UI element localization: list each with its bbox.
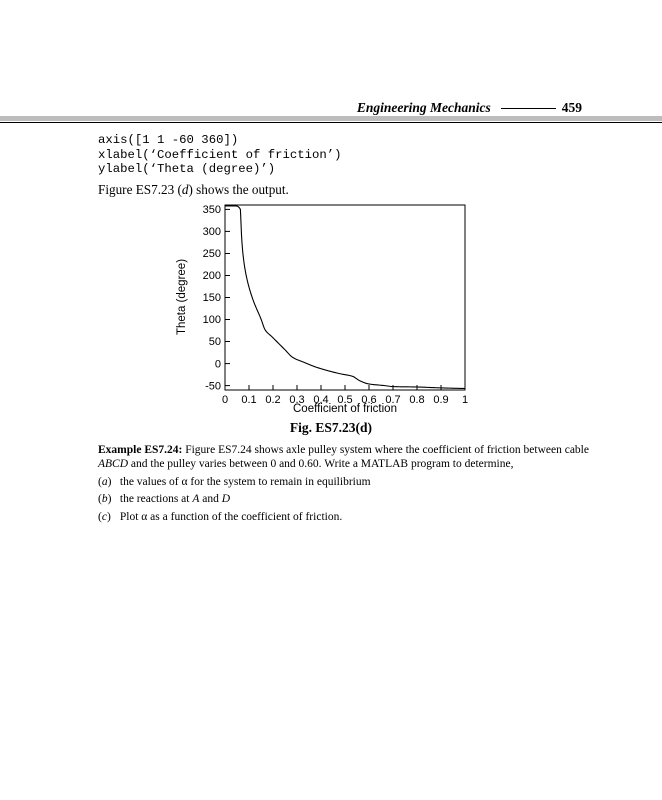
svg-text:200: 200	[203, 270, 221, 282]
svg-text:1: 1	[462, 394, 468, 406]
svg-text:150: 150	[203, 292, 221, 304]
svg-text:0.9: 0.9	[433, 394, 448, 406]
svg-text:Coefficient of friction: Coefficient of friction	[293, 403, 397, 415]
svg-text:300: 300	[203, 226, 221, 238]
svg-text:0.8: 0.8	[409, 394, 424, 406]
svg-text:Theta (degree): Theta (degree)	[176, 259, 188, 335]
svg-text:0: 0	[215, 359, 221, 371]
svg-text:100: 100	[203, 314, 221, 326]
svg-text:-50: -50	[205, 381, 221, 393]
svg-text:350: 350	[203, 204, 221, 216]
svg-text:50: 50	[209, 336, 221, 348]
svg-text:250: 250	[203, 248, 221, 260]
svg-text:0: 0	[222, 394, 228, 406]
svg-text:0.1: 0.1	[241, 394, 256, 406]
svg-text:0.2: 0.2	[265, 394, 280, 406]
